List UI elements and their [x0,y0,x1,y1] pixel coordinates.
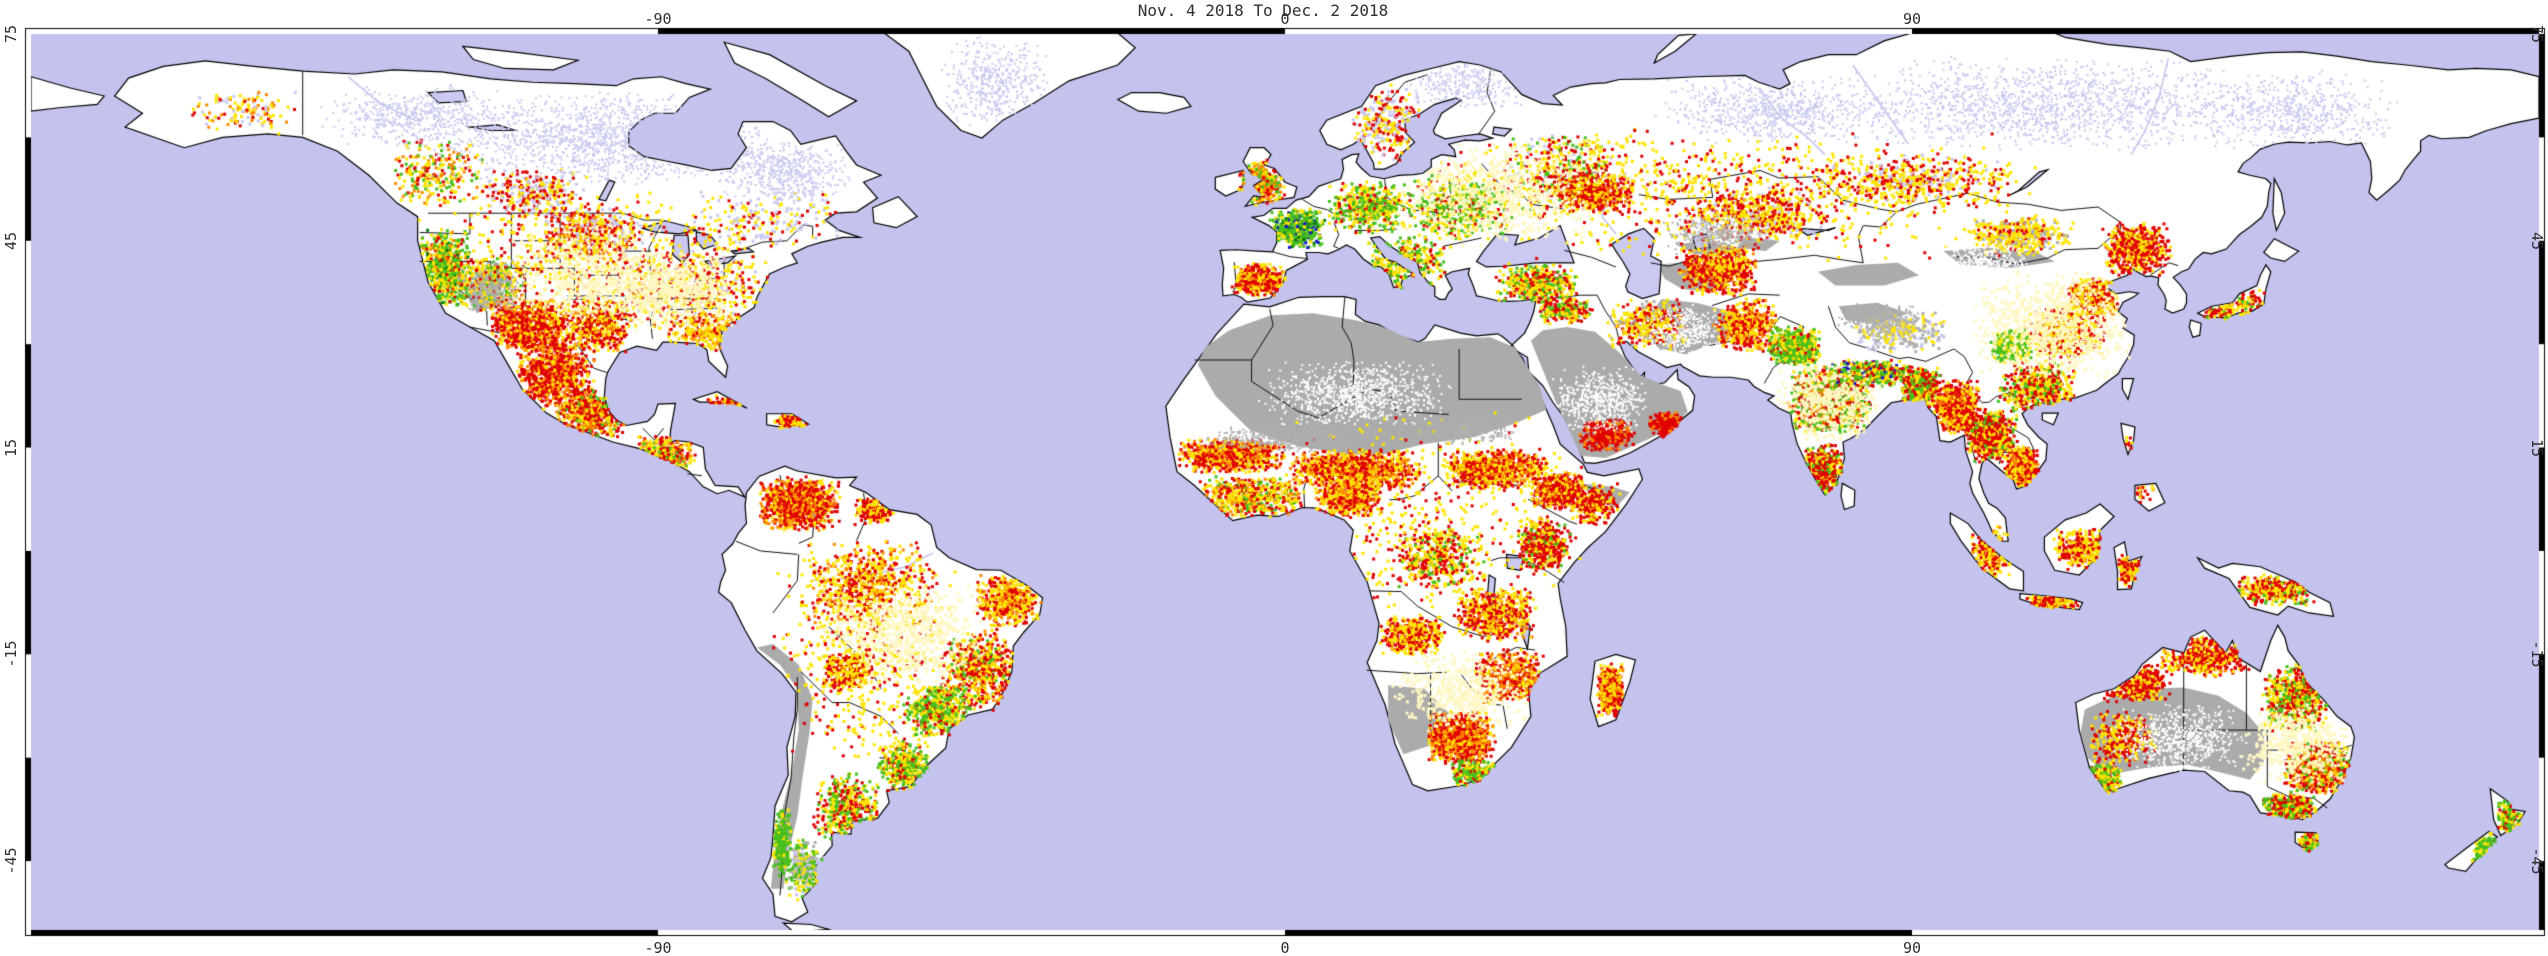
axis-tick-label: 75 [2528,24,2546,44]
axis-tick-label: 45 [2528,231,2546,250]
axis-tick-label: -45 [2528,847,2546,875]
axis-tick-label: -15 [2528,640,2546,668]
axis-tick-label: 15 [2,438,20,457]
axis-tick-label: 90 [1902,10,1922,28]
axis-tick-label: -45 [2,847,20,875]
axis-tick-label: -90 [644,939,672,956]
axis-tick-label: 15 [2528,438,2546,457]
axis-tick-label: 45 [2,231,20,250]
axis-tick-label: 75 [2,24,20,44]
axis-tick-label: 0 [1280,939,1290,956]
axis-tick-label: -15 [2,640,20,668]
axis-tick-label: 0 [1280,10,1290,28]
axis-tick-label: -90 [644,10,672,28]
axis-tick-label: 90 [1902,939,1922,956]
map-title: Nov. 4 2018 To Dec. 2 2018 [1137,1,1389,20]
